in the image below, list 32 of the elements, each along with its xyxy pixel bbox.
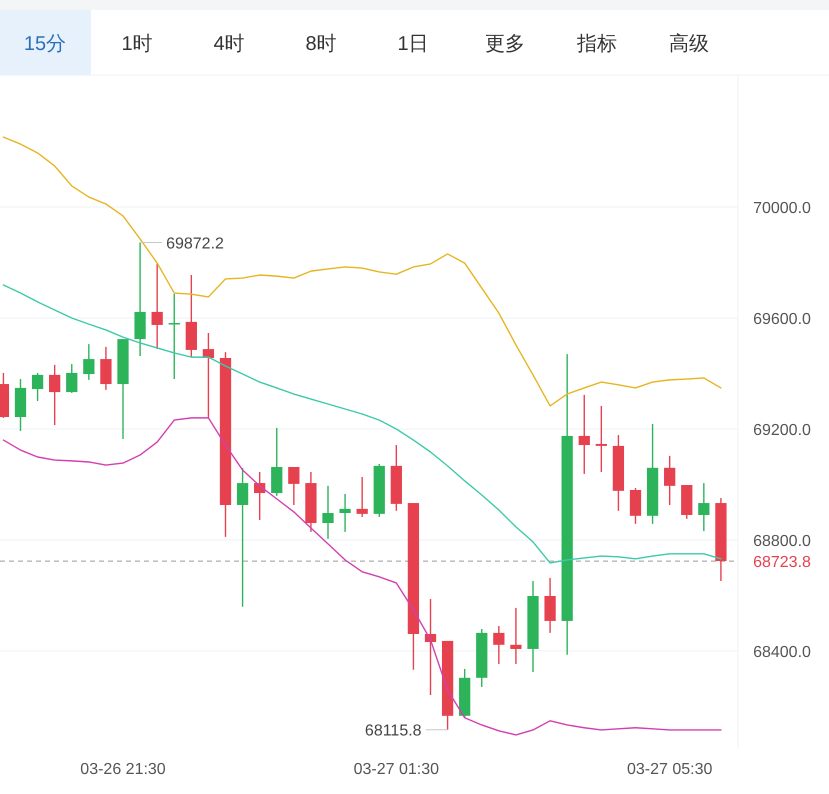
- candlestick: [493, 625, 504, 665]
- y-tick-label: 69200.0: [753, 422, 812, 439]
- x-tick-label: 03-27 05:30: [626, 761, 712, 778]
- candlestick: [66, 363, 78, 394]
- candlestick: [339, 493, 351, 533]
- candlestick: [168, 293, 180, 380]
- y-tick-label: 68800.0: [753, 532, 812, 550]
- candlestick: [596, 405, 607, 473]
- candlestick: [510, 607, 522, 665]
- tab-bar: 15分 1时 4时 8时 1日 更多 指标 高级: [0, 0, 829, 76]
- x-tick-label: 03-26 21:30: [80, 761, 166, 778]
- candlestick: [288, 466, 300, 506]
- line-series: [2, 417, 722, 736]
- y-tick-label: 68400.0: [753, 644, 812, 661]
- annotation: 68115.8: [364, 722, 422, 740]
- candlestick: [83, 343, 94, 381]
- y-tick-label: 70000.0: [753, 200, 812, 218]
- candlestick: [356, 476, 368, 518]
- line-series: [2, 136, 722, 407]
- candlestick: [578, 394, 590, 475]
- line-series: [2, 284, 722, 564]
- y-tick-label: 69600.0: [753, 311, 812, 328]
- x-tick-label: 03-27 01:30: [354, 761, 440, 778]
- candlestick: [152, 262, 163, 350]
- candlestick: [32, 372, 44, 402]
- candlestick: [664, 455, 676, 506]
- candlestick: [698, 482, 710, 532]
- candlestick: [236, 467, 248, 608]
- candlestick: [322, 485, 334, 540]
- annotation: 69872.2: [166, 236, 224, 252]
- ref-line-label: 68723.8: [753, 554, 812, 572]
- candlestick: [49, 364, 60, 426]
